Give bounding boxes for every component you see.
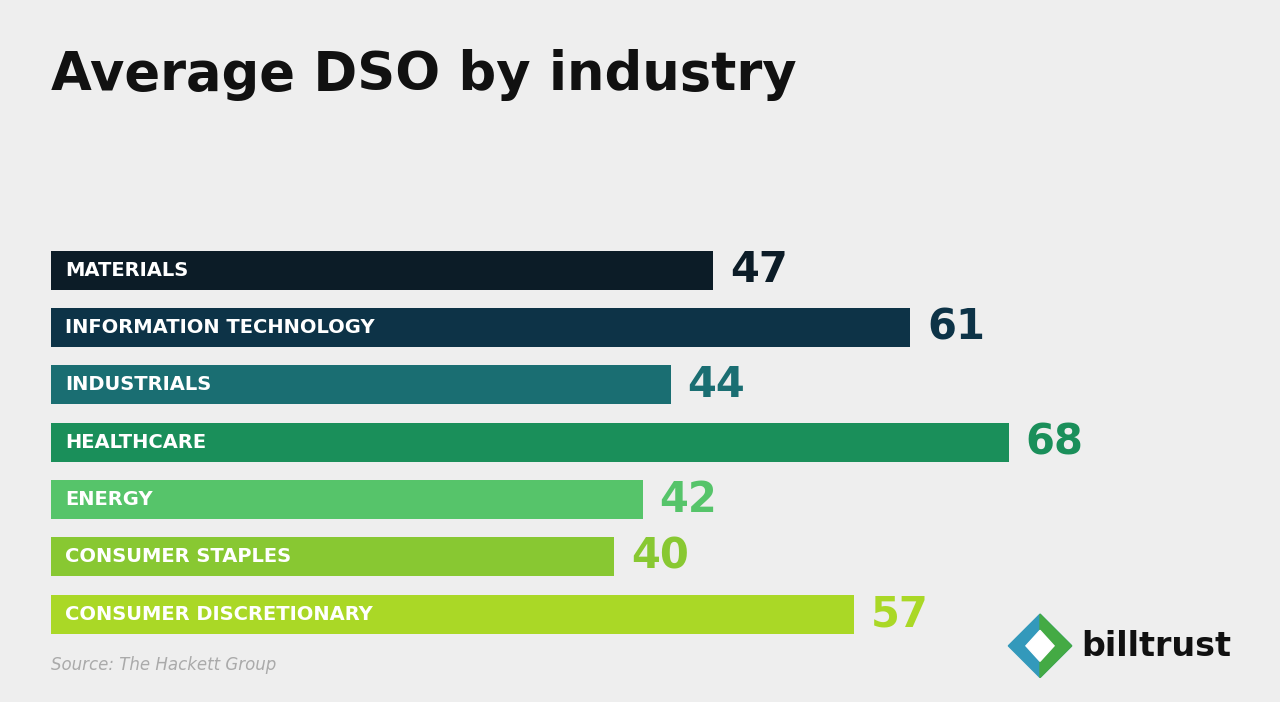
- Text: 44: 44: [687, 364, 745, 406]
- Text: CONSUMER STAPLES: CONSUMER STAPLES: [65, 548, 292, 567]
- Bar: [51, 308, 910, 347]
- Bar: [51, 366, 671, 404]
- Polygon shape: [1009, 614, 1071, 677]
- Text: 47: 47: [730, 249, 787, 291]
- Bar: [51, 423, 1009, 462]
- Text: Source: The Hackett Group: Source: The Hackett Group: [51, 656, 276, 674]
- Text: HEALTHCARE: HEALTHCARE: [65, 432, 206, 452]
- Text: ENERGY: ENERGY: [65, 490, 152, 509]
- Text: 61: 61: [927, 307, 986, 349]
- Polygon shape: [1039, 614, 1071, 677]
- Text: Average DSO by industry: Average DSO by industry: [51, 49, 797, 101]
- Text: MATERIALS: MATERIALS: [65, 260, 188, 279]
- Text: INDUSTRIALS: INDUSTRIALS: [65, 376, 211, 395]
- Text: 68: 68: [1025, 421, 1084, 463]
- Text: 40: 40: [631, 536, 689, 578]
- Polygon shape: [1027, 630, 1055, 661]
- Bar: [51, 538, 614, 576]
- Text: 57: 57: [870, 593, 928, 635]
- Bar: [51, 480, 643, 519]
- Bar: [51, 595, 854, 634]
- Text: 42: 42: [659, 479, 717, 521]
- Text: billtrust: billtrust: [1082, 630, 1231, 663]
- Bar: [51, 251, 713, 290]
- Text: INFORMATION TECHNOLOGY: INFORMATION TECHNOLOGY: [65, 318, 375, 337]
- Text: CONSUMER DISCRETIONARY: CONSUMER DISCRETIONARY: [65, 605, 372, 624]
